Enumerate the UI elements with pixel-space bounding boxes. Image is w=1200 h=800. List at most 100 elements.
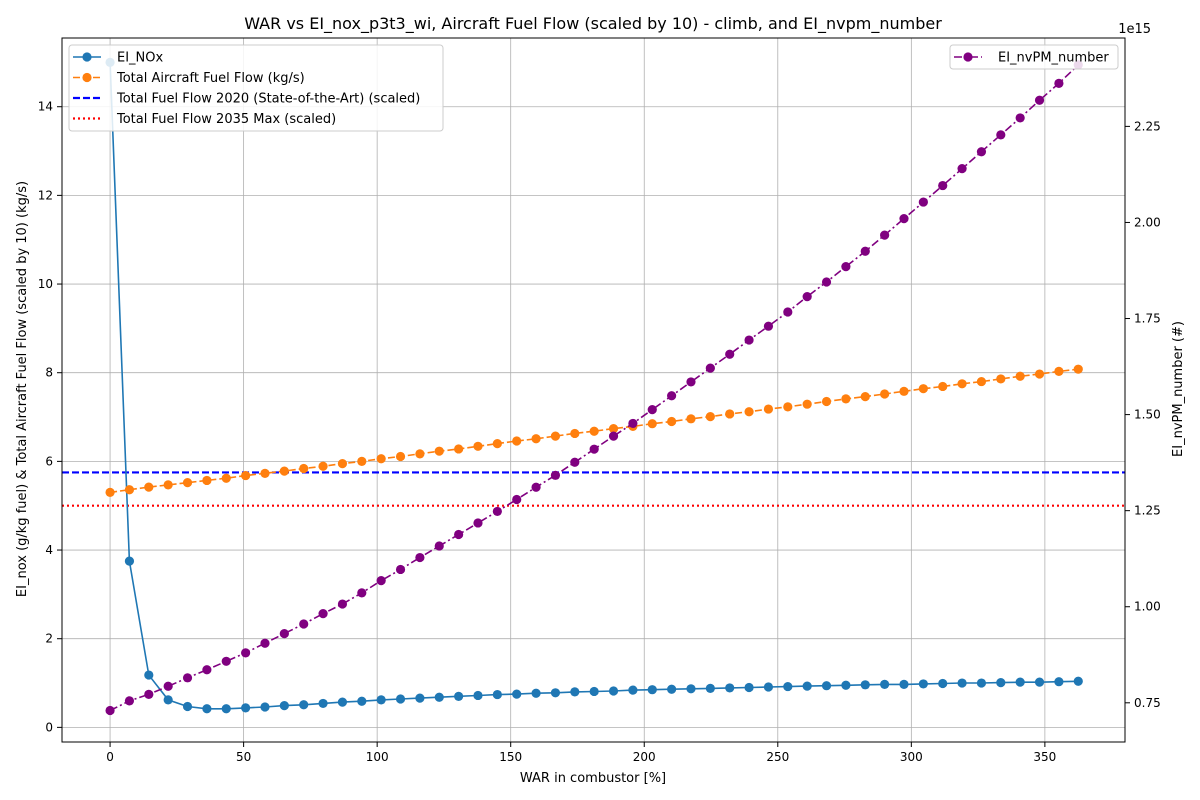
series-point	[957, 678, 967, 688]
series-point	[531, 434, 541, 444]
series-point	[202, 665, 212, 675]
series-point	[376, 576, 386, 586]
series-point	[938, 678, 948, 689]
legend-swatch-marker	[963, 52, 973, 62]
y-axis-left-ticks: 0 2 4 6 8 10 12 14	[38, 100, 62, 734]
legend-label: EI_NOx	[117, 51, 164, 66]
y-right-tick-label: 1.00	[1134, 600, 1161, 614]
y-right-tick-label: 2.00	[1134, 215, 1161, 229]
series-point	[531, 482, 541, 492]
series-point	[1015, 677, 1025, 687]
x-tick-label: 0	[106, 750, 114, 764]
series-point	[473, 441, 483, 451]
series-point	[182, 478, 193, 488]
x-tick-label: 350	[1033, 750, 1056, 764]
series-point	[783, 402, 793, 412]
series-point	[454, 529, 464, 540]
series-point	[299, 619, 309, 629]
series-point	[802, 681, 812, 691]
series-point	[492, 439, 502, 449]
series-point	[608, 423, 619, 434]
series-point	[899, 679, 909, 689]
y-left-tick-label: 4	[45, 543, 53, 557]
legend-left-box	[68, 44, 444, 132]
legend-right-box	[949, 44, 1119, 70]
series-point	[512, 689, 522, 699]
y-left-tick-label: 14	[38, 100, 53, 114]
legend-left: EI_NOx Total Aircraft Fuel Flow (kg/s) Tot…	[68, 44, 444, 132]
y-axis-right-ticks: 0.75 1.00 1.25 1.50 1.75 2.00 2.25	[1125, 119, 1161, 710]
plot-frame	[61, 37, 1126, 743]
series-point	[976, 376, 987, 387]
series-point	[202, 704, 212, 714]
legend-label: Total Fuel Flow 2020 (State-of-the-Art) …	[116, 92, 420, 107]
series-point	[976, 678, 987, 688]
series-point	[550, 470, 561, 480]
series-point	[473, 690, 483, 701]
series-point	[686, 684, 696, 694]
series-point	[434, 541, 444, 551]
grid	[62, 38, 1125, 742]
series-point	[725, 409, 735, 419]
series-point	[550, 688, 561, 698]
x-tick-label: 250	[766, 750, 789, 764]
series-point	[880, 389, 890, 399]
y-axis-left-label: EI_nox (g/kg fuel) & Total Aircraft Fuel…	[15, 181, 30, 597]
series-point	[124, 485, 135, 495]
series-point	[163, 695, 173, 705]
series-point	[1015, 371, 1025, 381]
series-point	[512, 436, 522, 446]
series-point	[1034, 95, 1045, 105]
series-point	[821, 277, 832, 287]
series-point	[1054, 78, 1064, 88]
series-point	[434, 692, 444, 702]
series-point	[744, 682, 754, 693]
series-point	[434, 446, 444, 456]
series-point	[647, 404, 657, 415]
y-left-tick-label: 6	[45, 454, 53, 468]
series-point	[667, 416, 677, 427]
legend-label: Total Aircraft Fuel Flow (kg/s)	[116, 71, 305, 86]
series-point	[647, 685, 657, 695]
series-point	[763, 682, 774, 692]
series-point	[589, 444, 599, 454]
series-line	[109, 368, 1079, 494]
series-point	[299, 700, 309, 710]
series-point	[357, 696, 367, 706]
series-point	[182, 673, 193, 683]
series-point	[880, 230, 890, 240]
series-point	[570, 687, 580, 697]
series-point	[163, 681, 173, 691]
series-point	[667, 684, 677, 694]
series-point	[1034, 677, 1045, 687]
series-point	[860, 246, 870, 256]
series-point	[105, 487, 115, 498]
legend-label: Total Fuel Flow 2035 Max (scaled)	[116, 112, 336, 127]
series-point	[395, 564, 406, 575]
series-point	[531, 688, 541, 698]
series-point	[550, 431, 561, 441]
series-point	[996, 130, 1006, 140]
series-point	[628, 685, 638, 695]
series-point	[976, 147, 987, 157]
series-point	[570, 457, 580, 467]
series-point	[1054, 677, 1064, 687]
series-point	[454, 444, 464, 454]
series-point	[918, 197, 928, 207]
series-point	[821, 396, 832, 407]
y-axis-right-offset-label: 1e15	[1118, 22, 1151, 37]
series-point	[318, 609, 328, 619]
series-point	[260, 702, 270, 712]
series-point	[608, 686, 619, 696]
series-point	[415, 449, 425, 459]
series-point	[1034, 369, 1045, 379]
y-axis-right-label: EI_nvPM_number (#)	[1171, 321, 1186, 457]
y-right-tick-label: 1.75	[1134, 312, 1161, 326]
series-point	[802, 292, 812, 302]
series-point	[705, 411, 715, 422]
series-point	[783, 681, 793, 692]
series-point	[783, 307, 793, 317]
series-point	[841, 262, 851, 272]
series-point	[376, 454, 386, 464]
